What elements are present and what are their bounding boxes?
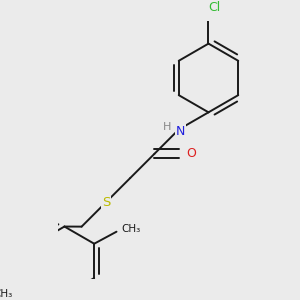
- Text: CH₃: CH₃: [0, 289, 13, 299]
- Text: N: N: [176, 125, 185, 138]
- Text: O: O: [186, 147, 196, 160]
- Text: CH₃: CH₃: [121, 224, 141, 234]
- Text: S: S: [102, 196, 110, 209]
- Text: Cl: Cl: [209, 2, 221, 14]
- Text: H: H: [163, 122, 171, 132]
